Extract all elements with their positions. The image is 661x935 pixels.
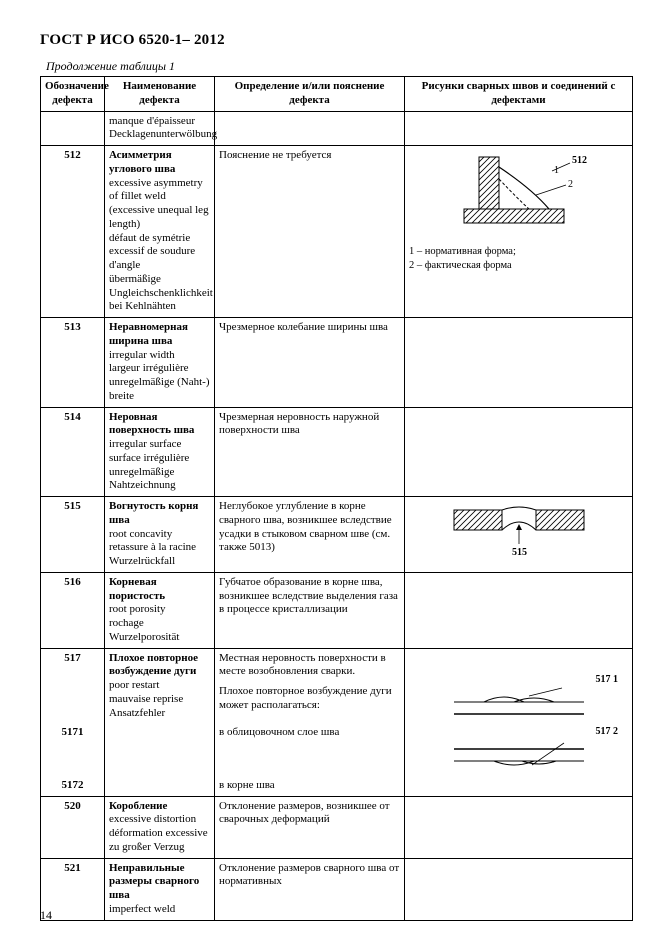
defect-definition: Отклонение размеров, возникшее от свароч… [215, 796, 405, 858]
defect-name-bold: Асимметрия углового шва [109, 149, 175, 175]
defect-code: 513 [41, 318, 105, 408]
table-row: 515 Вогнутость корня шва root concavity … [41, 497, 633, 573]
defect-name-rest: manque d'épaisseur Decklagenunterwölbung [109, 115, 217, 141]
defect-code: 515 [41, 497, 105, 573]
defect-name-rest: excessive distortion déformation excessi… [109, 813, 208, 853]
defect-definition: в облицовочном слое шва [215, 723, 405, 776]
defect-definition: Плохое повторное возбуждение дуги может … [219, 685, 400, 713]
defect-code: 5171 [41, 723, 105, 776]
restart-root-figure-icon [444, 739, 594, 773]
defect-name-rest: root concavity retassure à la racine Wur… [109, 528, 196, 568]
page: ГОСТ Р ИСО 6520-1– 2012 Продолжение табл… [0, 0, 661, 935]
col-header-name: Наименование дефекта [105, 77, 215, 112]
col-header-definition: Определение и/или пояснение дефекта [215, 77, 405, 112]
table-row: 521 Неправильные размеры сварного шва im… [41, 858, 633, 920]
defect-code: 512 [41, 146, 105, 318]
figure-cell: 517 1 [405, 648, 633, 723]
defect-definition: Отклонение размеров сварного шва от норм… [215, 858, 405, 920]
defect-name-rest: irregular surface surface irrégulière un… [109, 438, 189, 491]
defect-name-rest: excessive asymmetry of fillet weld (exce… [109, 177, 213, 313]
defect-name-rest: imperfect weld [109, 903, 175, 915]
figure-label-5171: 517 1 [409, 674, 628, 687]
defect-name-bold: Коробление [109, 800, 167, 812]
defect-code: 520 [41, 796, 105, 858]
figure-label-2: 2 [568, 179, 573, 190]
figure-label-515: 515 [512, 547, 527, 558]
defect-name-bold: Корневая пористость [109, 576, 165, 602]
table-row: 516 Корневая пористость root porosity ro… [41, 572, 633, 648]
table-row: 5172 в корне шва [41, 776, 633, 796]
defect-definition: Пояснение не требуется [215, 146, 405, 318]
table-row: 517 Плохое повторное возбуждение дуги po… [41, 648, 633, 723]
defect-name-rest: irregular width largeur irrégulière unre… [109, 349, 209, 402]
root-concavity-figure-icon: 515 [444, 500, 594, 562]
defect-code: 517 [41, 648, 105, 723]
figure-caption-line: 1 – нормативная форма; [409, 245, 628, 259]
defect-name-bold: Неровная поверхность шва [109, 411, 194, 437]
defect-name-rest: root porosity rochage Wurzelporosität [109, 603, 179, 643]
figure-label-512: 512 [572, 155, 587, 166]
table-row: 5171 в облицовочном слое шва 517 2 [41, 723, 633, 776]
col-header-figure: Рисунки сварных швов и соединений с дефе… [405, 77, 633, 112]
figure-label-1: 1 [554, 165, 559, 176]
table-row: manque d'épaisseur Decklagenunterwölbung [41, 111, 633, 146]
defect-definition: Губчатое образование в корне шва, возник… [215, 572, 405, 648]
figure-cell: 517 2 [405, 723, 633, 776]
figure-cell: 512 1 2 1 – нормативная форма; 2 – факти… [405, 146, 633, 318]
defect-definition: Чрезмерное колебание ширины шва [215, 318, 405, 408]
table-continuation-label: Продолжение таблицы 1 [46, 59, 633, 74]
defect-name-bold: Плохое повторное возбуждение дуги [109, 652, 198, 678]
page-number: 14 [40, 908, 52, 923]
defect-code: 514 [41, 407, 105, 497]
defect-name-bold: Неправильные размеры сварного шва [109, 862, 199, 902]
defect-definition: в корне шва [215, 776, 405, 796]
document-title: ГОСТ Р ИСО 6520-1– 2012 [40, 32, 633, 49]
defect-name-bold: Неравномерная ширина шва [109, 321, 188, 347]
defect-definition: Неглубокое углубление в корне сварного ш… [215, 497, 405, 573]
table-header-row: Обозначение дефекта Наименование дефекта… [41, 77, 633, 112]
defect-table: Обозначение дефекта Наименование дефекта… [40, 76, 633, 921]
figure-caption-line: 2 – фактическая форма [409, 259, 628, 273]
defect-name-rest: poor restart mauvaise reprise Ansatzfehl… [109, 679, 183, 719]
defect-code: 5172 [41, 776, 105, 796]
col-header-code: Обозначение дефекта [41, 77, 105, 112]
defect-name-bold: Вогнутость корня шва [109, 500, 198, 526]
defect-definition: Местная неровность поверхности в месте в… [219, 652, 400, 680]
fillet-asymmetry-figure-icon: 512 1 2 [444, 149, 594, 239]
defect-definition: Чрезмерная неровность наружной поверхнос… [215, 407, 405, 497]
defect-code: 516 [41, 572, 105, 648]
table-row: 514 Неровная поверхность шва irregular s… [41, 407, 633, 497]
restart-cap-figure-icon [444, 686, 594, 720]
figure-cell: 515 [405, 497, 633, 573]
table-row: 520 Коробление excessive distortion défo… [41, 796, 633, 858]
figure-label-5172: 517 2 [409, 726, 628, 739]
table-row: 513 Неравномерная ширина шва irregular w… [41, 318, 633, 408]
table-row: 512 Асимметрия углового шва excessive as… [41, 146, 633, 318]
